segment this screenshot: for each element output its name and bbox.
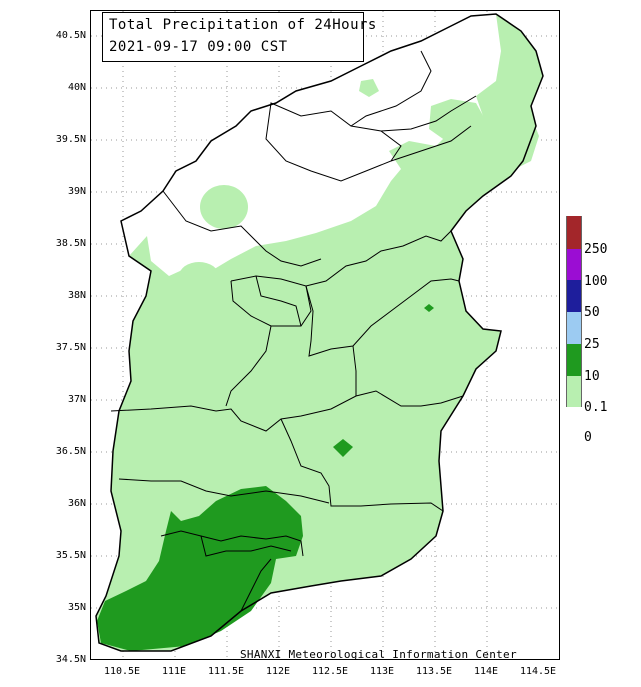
legend-label: 0.1 (584, 400, 608, 415)
lon-label: 113E (369, 666, 395, 677)
lat-label: 35.5N (55, 550, 86, 561)
lat-label: 36N (67, 498, 86, 509)
map-title: Total Precipitation of 24Hours (109, 17, 377, 33)
heavy-rain-area-southwest (97, 486, 303, 651)
lat-label: 39.5N (55, 134, 86, 145)
map-frame (90, 10, 560, 660)
lon-label: 111E (161, 666, 187, 677)
lat-label: 37.5N (55, 342, 86, 353)
lon-label: 114E (473, 666, 499, 677)
rain-patch-38-5n (179, 262, 219, 290)
lat-label: 38N (67, 290, 86, 301)
legend-label: 250 (584, 242, 608, 257)
legend-swatch (566, 216, 582, 249)
legend-swatch (566, 280, 582, 312)
lon-label: 112E (265, 666, 291, 677)
lon-label: 111.5E (207, 666, 245, 677)
legend-label: 25 (584, 337, 600, 352)
legend-swatch (566, 249, 582, 280)
map-datetime: 2021-09-17 09:00 CST (109, 39, 288, 55)
lon-label: 114.5E (519, 666, 557, 677)
legend-label: 100 (584, 274, 608, 289)
legend-swatch (566, 312, 582, 344)
lat-label: 37N (67, 394, 86, 405)
lat-label: 34.5N (55, 654, 86, 665)
rain-spot-east (424, 304, 434, 312)
lat-label: 39N (67, 186, 86, 197)
lat-label: 36.5N (55, 446, 86, 457)
lat-label: 40.5N (55, 30, 86, 41)
legend-swatch (566, 376, 582, 407)
rain-patch-north-small (359, 79, 379, 97)
rain-patch-39n (200, 185, 248, 229)
legend-label: 0 (584, 430, 592, 445)
legend-label: 50 (584, 305, 600, 320)
lat-label: 38.5N (55, 238, 86, 249)
lat-label: 35N (67, 602, 86, 613)
legend-label: 10 (584, 369, 600, 384)
lon-label: 110.5E (103, 666, 141, 677)
map-title-box: Total Precipitation of 24Hours 2021-09-1… (102, 12, 376, 62)
admin-boundaries (95, 13, 544, 652)
rain-patch-northeast (429, 99, 539, 171)
map-credit: SHANXI Meteorological Information Center (240, 648, 517, 661)
rain-spot-central (333, 439, 353, 457)
lat-label: 40N (67, 82, 86, 93)
lon-label: 113.5E (415, 666, 453, 677)
precipitation-map (91, 11, 559, 659)
legend-swatch (566, 344, 582, 376)
lon-label: 112.5E (311, 666, 349, 677)
